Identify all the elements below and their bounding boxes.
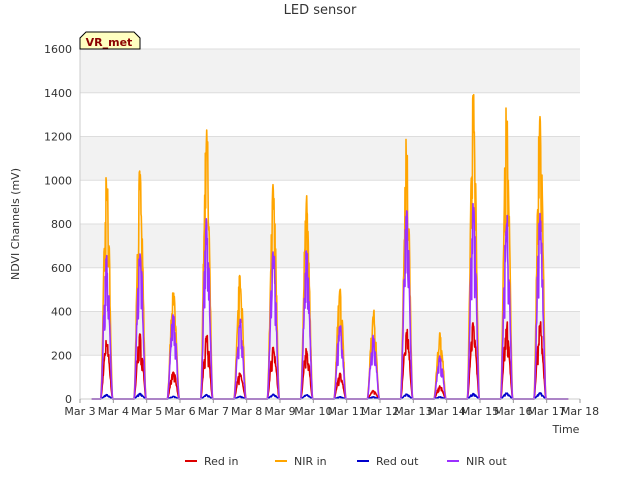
y-axis-label: NDVI Channels (mV) [9,168,22,280]
legend-label-nir-out: NIR out [466,455,507,468]
y-tick-label: 1400 [44,87,72,100]
plot-band [80,311,580,356]
x-tick-label: Mar 8 [231,405,262,418]
x-tick-label: Mar 14 [428,405,466,418]
chart-title: LED sensor [284,3,357,18]
y-tick-label: 0 [65,393,72,406]
x-tick-label: Mar 15 [461,405,499,418]
x-tick-label: Mar 10 [294,405,332,418]
x-tick-label: Mar 7 [198,405,229,418]
y-tick-label: 1200 [44,131,72,144]
plot-band [80,49,580,93]
x-tick-label: Mar 11 [328,405,366,418]
x-tick-label: Mar 6 [164,405,195,418]
x-tick-label: Mar 3 [64,405,95,418]
badge-shape [79,31,141,50]
x-tick-label: Mar 18 [561,405,599,418]
y-tick-label: 1600 [44,43,72,56]
legend: Red in NIR in Red out NIR out [185,455,507,468]
plot-band [80,224,580,268]
y-tick-label: 400 [51,306,72,319]
plot-band [80,267,580,312]
badge-label: VR_met [86,36,133,49]
vr-met-badge: VR_met [79,31,141,50]
y-tick-label: 600 [51,262,72,275]
x-axis-label: Time [552,423,580,436]
legend-label-nir-in: NIR in [294,455,327,468]
x-tick-label: Mar 12 [361,405,399,418]
x-tick-label: Mar 4 [98,405,129,418]
y-tick-label: 1000 [44,174,72,187]
x-tick-label: Mar 13 [394,405,432,418]
x-tick-label: Mar 9 [264,405,295,418]
y-tick-label: 200 [51,349,72,362]
x-tick-label: Mar 5 [131,405,162,418]
y-tick-label: 800 [51,218,72,231]
legend-label-red-out: Red out [376,455,419,468]
x-tick-label: Mar 16 [494,405,532,418]
legend-label-red-in: Red in [204,455,238,468]
plot-background-bands [80,49,580,399]
plot-band [80,136,580,181]
plot-band [80,180,580,224]
plot-band [80,92,580,137]
plot-band [80,355,580,399]
x-tick-label: Mar 17 [528,405,566,418]
